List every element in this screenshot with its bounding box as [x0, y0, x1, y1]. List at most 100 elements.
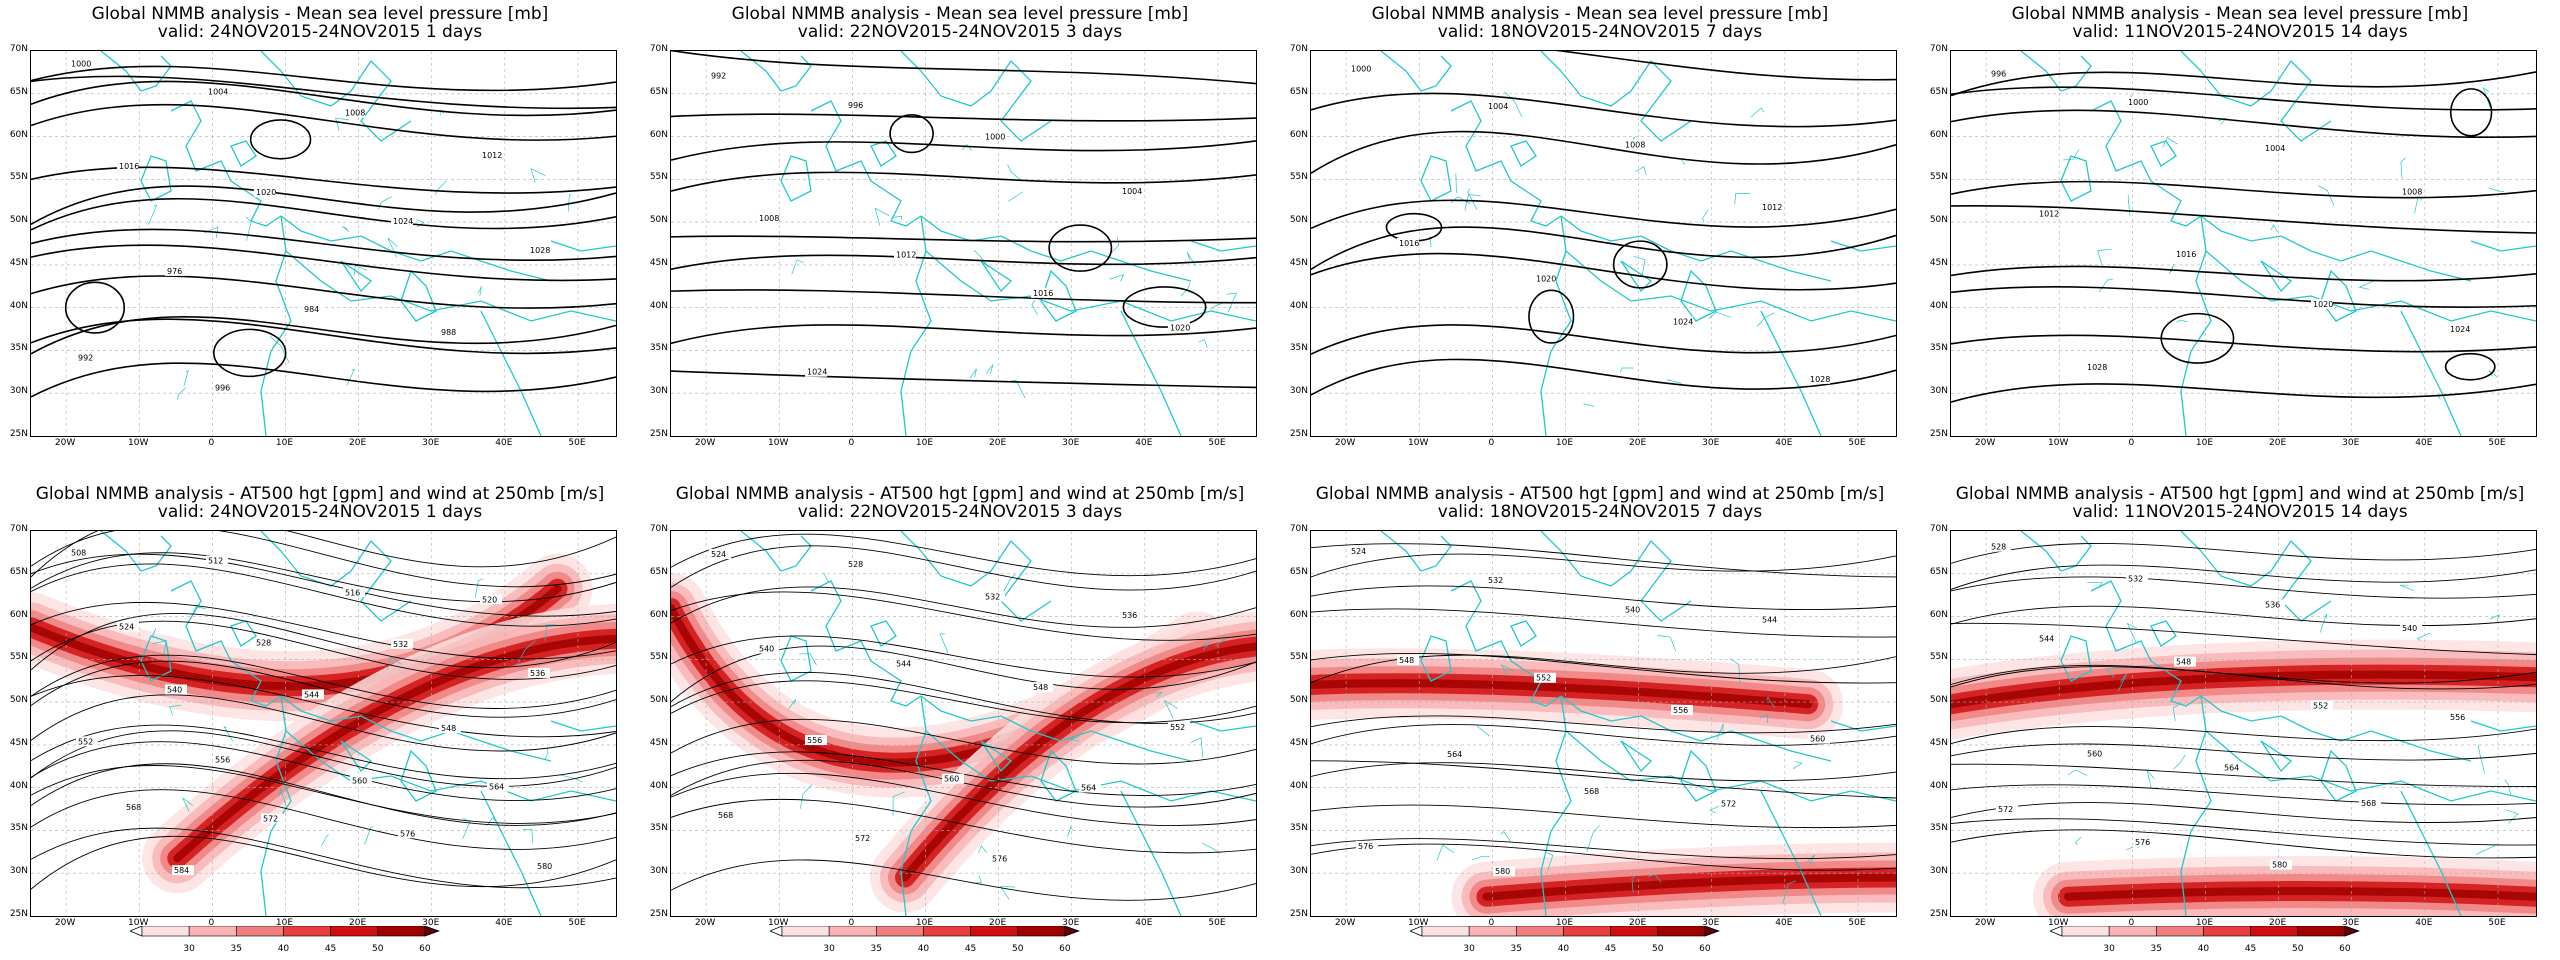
pressure-cell-isobar — [2160, 312, 2235, 364]
map-area: 524 532 540 544 548 552 556 560 564 568 572 576 580 — [1310, 530, 1897, 917]
contour-label: 532 — [985, 593, 1000, 602]
latitude-tick-label: 65N — [1289, 566, 1308, 577]
border-segment — [544, 748, 549, 760]
contour-label: 552 — [78, 737, 93, 746]
pressure-cell-isobar — [213, 328, 287, 378]
border-segment — [474, 578, 484, 598]
geopotential-contour — [31, 602, 616, 660]
longitude-tick-label: 10E — [1555, 438, 1574, 448]
contour-label: 572 — [855, 834, 870, 843]
coastline-segment — [1450, 100, 1562, 227]
panel-valid-period: valid: 11NOV2015-24NOV2015 14 days — [2072, 502, 2408, 522]
contour-label: 568 — [126, 803, 141, 812]
isobar — [1951, 109, 2536, 139]
latitude-tick-label: 65N — [9, 86, 28, 97]
pressure-cell-isobar — [64, 281, 126, 334]
longitude-tick-label: 10E — [275, 438, 294, 448]
isolines — [671, 51, 1256, 389]
coastline-segment — [1565, 730, 1896, 802]
geopotential-contour — [31, 730, 616, 787]
border-segment — [2098, 279, 2113, 293]
coastline-segment — [2320, 269, 2357, 322]
latitude-tick-label: 65N — [9, 566, 28, 577]
wind-speed-shading — [1311, 648, 1896, 916]
panel-valid-period: valid: 18NOV2015-24NOV2015 7 days — [1437, 502, 1763, 522]
border-segment — [486, 817, 498, 826]
latitude-tick-label: 40N — [9, 300, 28, 311]
geopotential-contour — [671, 635, 1256, 678]
contour-label-bg — [1356, 840, 1378, 851]
colorbar-tick-label: 50 — [371, 944, 384, 954]
border-segment — [335, 117, 350, 132]
coastline-segment — [1830, 240, 1896, 252]
coastline-segment — [1760, 310, 1822, 436]
border-segment — [799, 653, 817, 666]
graticule — [1951, 51, 2536, 436]
contour-label: 524 — [1351, 547, 1366, 556]
contour-label-bg — [2126, 573, 2148, 584]
coastline-segment — [740, 51, 812, 92]
border-segment — [152, 640, 167, 655]
coastline-segment — [170, 100, 282, 227]
contour-label: 1024 — [807, 368, 827, 377]
geopotential-contour — [31, 620, 616, 680]
contour-label: 580 — [1495, 867, 1510, 876]
contour-label-bg — [261, 813, 283, 824]
longitude-tick-label: 50E — [2488, 918, 2506, 928]
border-segment — [1631, 874, 1638, 893]
geopotential-contour — [1311, 553, 1896, 578]
border-segment — [416, 219, 425, 228]
panel-valid-period: valid: 24NOV2015-24NOV2015 1 days — [157, 502, 483, 522]
colorbar-segment — [2203, 926, 2251, 937]
geopotential-contour — [671, 799, 1256, 854]
geopotential-contour — [1951, 576, 2536, 599]
map-plot: 992 996 1000 1004 1008 1012 1016 1020 1024 — [671, 51, 1256, 436]
coastline-segment — [1420, 155, 1452, 202]
coastline — [740, 531, 1256, 916]
contour-label-bg — [2311, 298, 2333, 309]
coastline-segment — [780, 155, 812, 202]
map-panel: Global NMMB analysis - Mean sea level pr… — [1920, 0, 2560, 480]
border-segment — [2488, 187, 2505, 193]
contour-label-bg — [1168, 322, 1190, 333]
colorbar-tick-label: 50 — [1011, 944, 1024, 954]
colorbar-tick-label: 45 — [1604, 944, 1617, 954]
longitude-tick-label: 40E — [2415, 918, 2433, 928]
latitude-tick-label: 45N — [9, 257, 28, 268]
border-segment — [1000, 574, 1016, 597]
border-segment — [1709, 804, 1722, 814]
contour-label: 568 — [718, 811, 733, 820]
colorbar-tick-label: 35 — [2150, 944, 2162, 954]
border-segment — [181, 797, 194, 812]
latitude-tick-label: 35N — [1289, 343, 1308, 354]
map-area: 528 532 536 540 544 548 552 556 560 564 568 572 576 5… — [1950, 530, 2537, 917]
coastline-segment — [1620, 260, 1653, 293]
border-segment — [1226, 292, 1238, 313]
longitude-tick-label: 10W — [768, 918, 789, 928]
latitude-tick-label: 70N — [9, 44, 28, 54]
contour-label: 540 — [167, 685, 182, 694]
border-segment — [1180, 282, 1191, 297]
map-area: 1000 1004 1008 1012 1016 1020 1024 1028 976 984 98… — [30, 50, 617, 437]
border-segment — [2217, 117, 2227, 125]
contour-label: 1016 — [1399, 239, 1419, 248]
border-segment — [977, 844, 987, 854]
longitude-tick-label: 30E — [1702, 438, 1720, 448]
coastline-segment — [740, 531, 812, 572]
colorbar-segment — [2250, 926, 2299, 937]
latitude-tick-label: 45N — [1289, 737, 1308, 748]
isobar — [31, 166, 616, 194]
coastline-segment — [400, 269, 437, 322]
longitude-tick-label: 50E — [1848, 438, 1866, 448]
map-area: 524 528 532 536 540 544 548 552 556 560 564 568 572 5… — [670, 530, 1257, 917]
colorbar-segment — [2108, 926, 2157, 937]
border-segment — [2490, 614, 2500, 622]
contour-label-bg — [1534, 273, 1556, 284]
coastline-segment — [2400, 310, 2462, 436]
border-segment — [2482, 87, 2491, 108]
border-segment — [2270, 224, 2278, 233]
contour-label-bg — [1493, 866, 1515, 877]
contour-label-bg — [709, 70, 731, 81]
coastline-segment — [2150, 140, 2177, 167]
contour-label-bg — [391, 215, 413, 226]
